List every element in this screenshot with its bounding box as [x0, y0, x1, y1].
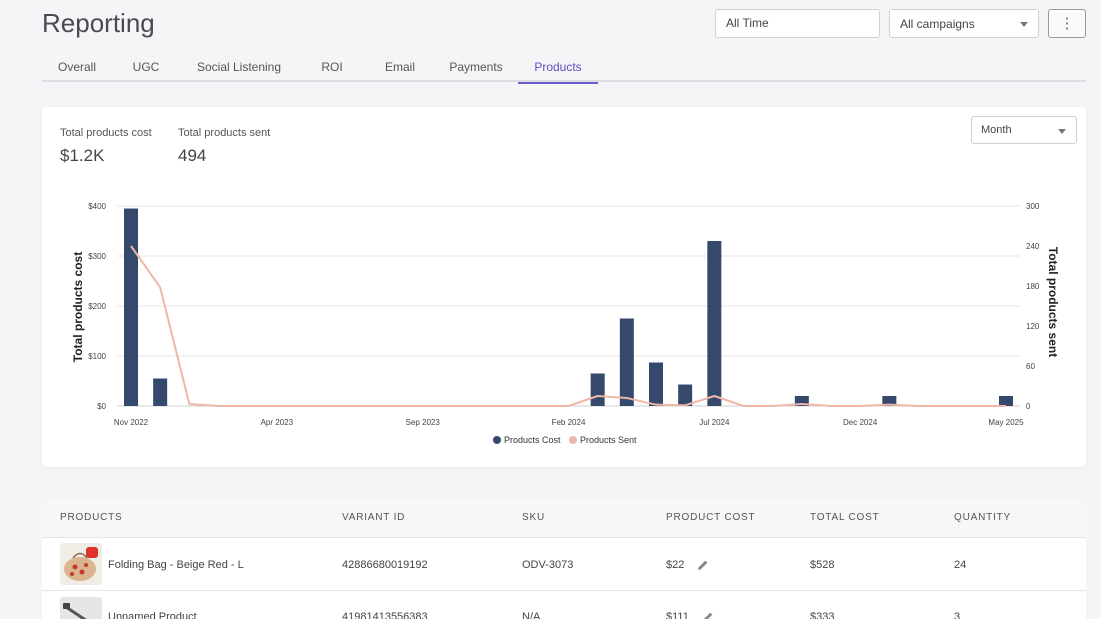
right-tick-label: 240: [1026, 242, 1040, 251]
sku: N/A: [522, 611, 541, 619]
campaign-select-value: All campaigns: [900, 17, 975, 31]
x-tick-label: Feb 2024: [552, 418, 586, 427]
cost-bar: [794, 396, 809, 406]
variant-id: 42886680019192: [342, 559, 428, 571]
tab-ugc[interactable]: UGC: [132, 60, 160, 74]
product-thumbnail: [60, 597, 102, 619]
products-table: PRODUCTS VARIANT ID SKU PRODUCT COST TOT…: [42, 500, 1086, 619]
right-tick-label: 0: [1026, 402, 1031, 411]
left-axis-label: Total products cost: [71, 252, 85, 362]
tab-email[interactable]: Email: [384, 60, 415, 74]
chart-legend: Products Cost Products Sent: [493, 435, 637, 445]
legend-cost-label[interactable]: Products Cost: [504, 435, 561, 445]
date-range-input[interactable]: All Time: [715, 9, 880, 38]
period-select[interactable]: Month: [971, 116, 1077, 144]
period-select-value: Month: [981, 124, 1012, 136]
left-tick-label: $100: [88, 352, 106, 361]
tab-roi[interactable]: ROI: [321, 60, 343, 74]
sent-line: [130, 245, 1006, 407]
sent-series-line: [130, 245, 1006, 407]
right-tick-label: 120: [1026, 322, 1040, 331]
total-cost: $528: [810, 559, 835, 571]
left-tick-label: $200: [88, 302, 106, 311]
table-row[interactable]: Folding Bag - Beige Red - L 428866800191…: [42, 538, 1086, 591]
report-tabs: Overall UGC Social Listening ROI Email P…: [42, 54, 1086, 84]
col-variant-id[interactable]: VARIANT ID: [342, 512, 406, 523]
right-tick-label: 180: [1026, 282, 1040, 291]
cost-bar: [999, 396, 1013, 406]
cost-bar: [590, 373, 605, 406]
cost-bar: [153, 378, 168, 406]
chevron-down-icon: [1020, 22, 1028, 27]
total-sent-value: 494: [178, 146, 207, 165]
col-product-cost[interactable]: PRODUCT COST: [666, 512, 756, 523]
chevron-down-icon: [1058, 129, 1066, 134]
left-axis-ticks: $0 $100 $200 $300 $400: [88, 202, 106, 411]
left-tick-label: $0: [97, 402, 106, 411]
total-sent-label: Total products sent: [178, 127, 271, 139]
tab-overall[interactable]: Overall: [57, 60, 96, 74]
x-tick-label: May 2025: [988, 418, 1024, 427]
col-sku[interactable]: SKU: [522, 512, 545, 523]
total-cost-label: Total products cost: [60, 127, 152, 139]
table-row[interactable]: Unnamed Product 41981413556383 N/A $111 …: [42, 591, 1086, 619]
product-cost: $111: [666, 611, 689, 619]
tab-payments[interactable]: Payments: [449, 60, 503, 74]
sku: ODV-3073: [522, 559, 574, 571]
quantity: 3: [954, 611, 961, 619]
cost-bar: [124, 208, 138, 406]
cost-bar: [707, 241, 722, 406]
campaign-select[interactable]: All campaigns: [889, 9, 1039, 38]
left-tick-label: $300: [88, 252, 106, 261]
cost-bar: [649, 362, 663, 406]
cost-bar: [882, 396, 897, 406]
x-tick-label: Dec 2024: [843, 418, 878, 427]
product-name[interactable]: Unnamed Product: [108, 611, 197, 619]
x-tick-label: Sep 2023: [406, 418, 441, 427]
product-thumbnail: [60, 543, 102, 585]
x-axis-ticks: Nov 2022 Apr 2023 Sep 2023 Feb 2024 Jul 2024…: [114, 418, 1024, 427]
tool-icon: [63, 603, 87, 619]
right-axis-label: Total products sent: [1046, 247, 1060, 357]
col-products[interactable]: PRODUCTS: [60, 512, 123, 523]
col-quantity[interactable]: QUANTITY: [954, 512, 1011, 523]
legend-cost-swatch: [493, 436, 501, 444]
cost-bars: [124, 208, 1013, 406]
quantity: 24: [954, 559, 967, 571]
more-options-button[interactable]: ⋮: [1048, 9, 1086, 38]
total-cost-value: $1.2K: [60, 146, 105, 165]
pencil-icon[interactable]: [702, 611, 714, 619]
products-chart: $0 $100 $200 $300 $400 0 60 120 180 240 300 Nov 2…: [71, 202, 1060, 445]
right-axis-ticks: 0 60 120 180 240 300: [1026, 202, 1040, 411]
right-tick-label: 60: [1026, 362, 1035, 371]
table-header: PRODUCTS VARIANT ID SKU PRODUCT COST TOT…: [42, 500, 1086, 538]
chart-gridlines: [117, 205, 1020, 407]
vertical-dots-icon: ⋮: [1059, 15, 1075, 32]
products-summary-card: Total products cost $1.2K Total products…: [42, 107, 1086, 467]
variant-id: 41981413556383: [342, 611, 428, 619]
right-tick-label: 300: [1026, 202, 1040, 211]
product-cost: $22: [666, 559, 685, 571]
pencil-icon[interactable]: [697, 559, 709, 571]
product-name[interactable]: Folding Bag - Beige Red - L: [108, 559, 244, 571]
page-title: Reporting: [42, 8, 155, 38]
legend-sent-label[interactable]: Products Sent: [580, 435, 637, 445]
left-tick-label: $400: [88, 202, 106, 211]
tab-products[interactable]: Products: [518, 54, 598, 84]
tab-social-listening[interactable]: Social Listening: [196, 60, 282, 74]
cost-bar: [678, 384, 693, 406]
bag-icon: [64, 547, 98, 581]
product-cost-cell: $22: [666, 559, 709, 571]
col-total-cost[interactable]: TOTAL COST: [810, 512, 880, 523]
legend-sent-swatch: [569, 436, 577, 444]
total-cost: $333: [810, 611, 835, 619]
cost-bar: [619, 318, 634, 406]
product-cost-cell: $111: [666, 611, 714, 619]
x-tick-label: Jul 2024: [699, 418, 730, 427]
x-tick-label: Nov 2022: [114, 418, 149, 427]
x-tick-label: Apr 2023: [261, 418, 294, 427]
